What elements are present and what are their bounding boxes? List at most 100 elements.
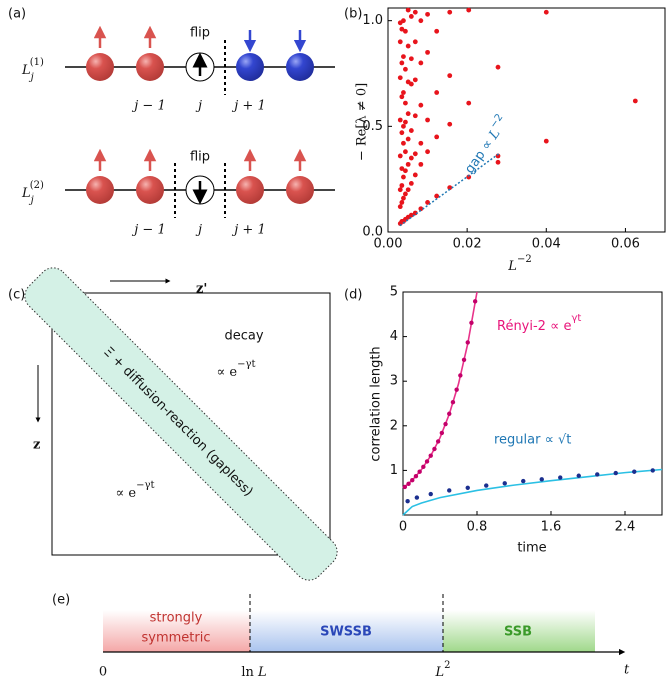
- phase-label: symmetric: [142, 631, 211, 646]
- point: [403, 149, 408, 155]
- point: [408, 14, 414, 19]
- x-tick-label: 2.4: [615, 520, 636, 535]
- point: [399, 166, 405, 172]
- point: [397, 75, 403, 81]
- axis-label: z': [196, 282, 207, 297]
- point: [439, 430, 445, 436]
- point: [403, 100, 408, 106]
- point: [405, 79, 411, 85]
- point: [410, 478, 415, 483]
- panel-label: (d): [344, 288, 362, 303]
- point: [543, 138, 549, 144]
- region-formula: ∝ e−γt: [116, 480, 155, 501]
- axis-tick-label: 0: [99, 665, 107, 680]
- point: [466, 100, 472, 106]
- point: [461, 357, 467, 362]
- point: [401, 123, 406, 129]
- phase-label: SWSSB: [320, 625, 372, 640]
- y-axis-label: correlation length: [369, 346, 384, 461]
- site-label: j − 1: [131, 223, 165, 238]
- fit-line: [402, 291, 478, 489]
- point: [469, 320, 474, 325]
- point: [413, 473, 419, 479]
- panel-label: (c): [8, 288, 25, 303]
- point: [447, 73, 453, 79]
- axis-tick-label: ln L: [241, 665, 266, 680]
- flip-label: flip: [190, 26, 210, 41]
- point: [443, 421, 448, 427]
- point: [403, 119, 408, 125]
- point: [417, 469, 422, 474]
- point: [401, 174, 406, 180]
- plot-frame: [402, 291, 663, 516]
- x-tick-label: 0.02: [453, 237, 482, 252]
- point: [412, 172, 418, 178]
- point: [399, 200, 405, 205]
- fit-line: [399, 153, 500, 227]
- plot-frame: [387, 7, 666, 233]
- band: [24, 267, 338, 581]
- point: [424, 459, 430, 464]
- phase-region: [443, 610, 595, 652]
- point: [418, 140, 424, 146]
- point: [495, 64, 501, 70]
- point: [434, 28, 440, 34]
- point: [405, 161, 411, 167]
- y-tick-label: 0.5: [362, 119, 383, 134]
- point: [399, 26, 405, 32]
- point: [484, 483, 489, 488]
- point: [418, 102, 424, 108]
- point: [412, 39, 418, 45]
- spin-up: [86, 176, 114, 204]
- point: [613, 470, 618, 476]
- point: [399, 130, 405, 136]
- panel-c: (c) z' z Ξ + diffusion-reaction (gapless…: [8, 267, 338, 581]
- point: [425, 11, 430, 17]
- spin-up: [136, 53, 164, 81]
- point: [403, 28, 408, 34]
- point: [447, 488, 452, 493]
- x-tick-label: 0.00: [374, 237, 403, 252]
- x-tick-label: 1.6: [541, 520, 562, 535]
- phase-region: [250, 610, 443, 652]
- spin-down: [236, 53, 264, 81]
- point: [399, 60, 405, 66]
- point: [397, 153, 403, 159]
- annotation: regular ∝ √t: [494, 433, 571, 448]
- point: [632, 98, 638, 104]
- spin-up: [86, 53, 114, 81]
- point: [414, 495, 420, 500]
- spin-up: [236, 176, 264, 204]
- point: [397, 20, 403, 26]
- point: [434, 193, 440, 199]
- row-label: Lj(2): [21, 180, 44, 206]
- x-tick-label: 0.06: [611, 237, 640, 252]
- panel-label: (a): [8, 7, 26, 22]
- axis-name: t: [624, 663, 630, 678]
- y-tick-label: 2: [390, 418, 398, 433]
- point: [418, 161, 424, 167]
- point: [458, 373, 463, 378]
- point: [543, 9, 549, 15]
- point: [405, 136, 411, 142]
- point: [428, 491, 433, 497]
- point: [401, 54, 406, 60]
- point: [495, 159, 501, 165]
- y-tick-label: 5: [390, 285, 398, 300]
- point: [401, 90, 406, 95]
- site-label: j: [195, 99, 202, 114]
- point: [425, 49, 430, 55]
- y-tick-label: 1.0: [362, 13, 383, 28]
- point: [465, 485, 470, 490]
- point: [403, 66, 408, 72]
- x-tick-label: 0.04: [532, 237, 561, 252]
- point: [405, 43, 411, 49]
- point: [428, 453, 433, 458]
- y-tick-label: 4: [390, 329, 398, 344]
- point: [432, 446, 437, 452]
- point: [421, 464, 426, 470]
- point: [403, 168, 408, 174]
- panel-a: (a) flip Lj(1) j − 1 j j + 1 flip Lj(: [8, 7, 335, 238]
- point: [405, 7, 411, 13]
- point: [450, 399, 456, 405]
